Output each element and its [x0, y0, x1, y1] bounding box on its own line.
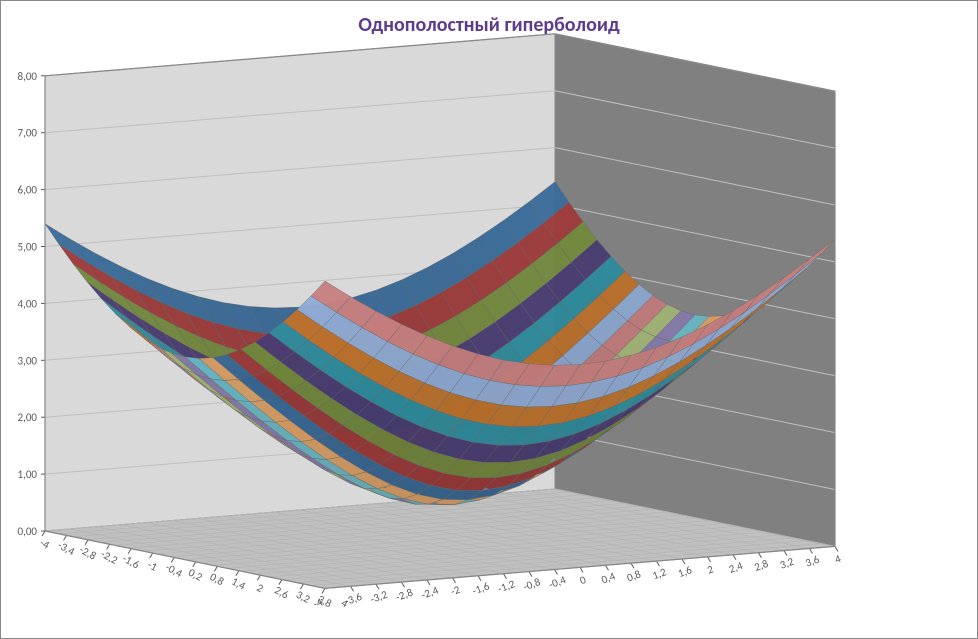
- svg-text:2: 2: [705, 562, 715, 576]
- svg-text:2,00: 2,00: [18, 411, 38, 424]
- svg-text:2,8: 2,8: [753, 557, 771, 574]
- svg-text:-1,6: -1,6: [470, 579, 491, 597]
- svg-text:0,8: 0,8: [208, 570, 227, 588]
- svg-text:1,6: 1,6: [676, 563, 694, 580]
- svg-text:0,8: 0,8: [625, 567, 643, 584]
- svg-text:-2,8: -2,8: [77, 543, 99, 563]
- svg-text:2,6: 2,6: [272, 583, 291, 601]
- svg-text:8,00: 8,00: [18, 70, 38, 83]
- svg-text:-1: -1: [145, 558, 159, 574]
- svg-text:-0,4: -0,4: [547, 573, 568, 591]
- svg-text:-2: -2: [449, 583, 462, 598]
- svg-text:5,00: 5,00: [18, 241, 38, 254]
- svg-text:4,00: 4,00: [18, 297, 38, 310]
- svg-text:-3,2: -3,2: [368, 588, 389, 606]
- svg-text:0: 0: [578, 573, 588, 587]
- svg-text:3,6: 3,6: [804, 553, 822, 570]
- svg-text:1,4: 1,4: [229, 575, 248, 593]
- svg-text:1,00: 1,00: [18, 468, 38, 481]
- surface-3d-plot: 0,001,002,003,004,005,006,007,008,00-4-3…: [1, 1, 978, 639]
- svg-text:-1,6: -1,6: [120, 552, 142, 572]
- svg-text:6,00: 6,00: [18, 184, 38, 197]
- svg-text:-3,6: -3,6: [343, 590, 364, 608]
- svg-text:4: 4: [833, 552, 843, 566]
- svg-text:0,2: 0,2: [186, 566, 205, 584]
- svg-text:-0,4: -0,4: [163, 561, 185, 581]
- svg-text:-2,8: -2,8: [394, 586, 415, 604]
- chart-container: Однополостный гиперболоид 0,001,002,003,…: [0, 0, 978, 639]
- svg-text:0,00: 0,00: [18, 525, 38, 538]
- svg-text:-2,2: -2,2: [99, 547, 121, 567]
- svg-text:-3,4: -3,4: [56, 539, 78, 559]
- svg-text:1,2: 1,2: [651, 565, 669, 582]
- svg-text:-1,2: -1,2: [496, 577, 517, 595]
- svg-text:3,00: 3,00: [18, 354, 38, 367]
- svg-text:3,2: 3,2: [294, 588, 313, 606]
- svg-text:3,2: 3,2: [778, 555, 796, 572]
- svg-text:-0,8: -0,8: [521, 575, 542, 593]
- svg-text:0,4: 0,4: [600, 569, 618, 586]
- svg-text:2,4: 2,4: [727, 559, 745, 576]
- svg-text:-2,4: -2,4: [419, 584, 440, 602]
- svg-text:-4: -4: [38, 536, 52, 552]
- svg-text:7,00: 7,00: [18, 127, 38, 140]
- svg-text:2: 2: [255, 581, 266, 595]
